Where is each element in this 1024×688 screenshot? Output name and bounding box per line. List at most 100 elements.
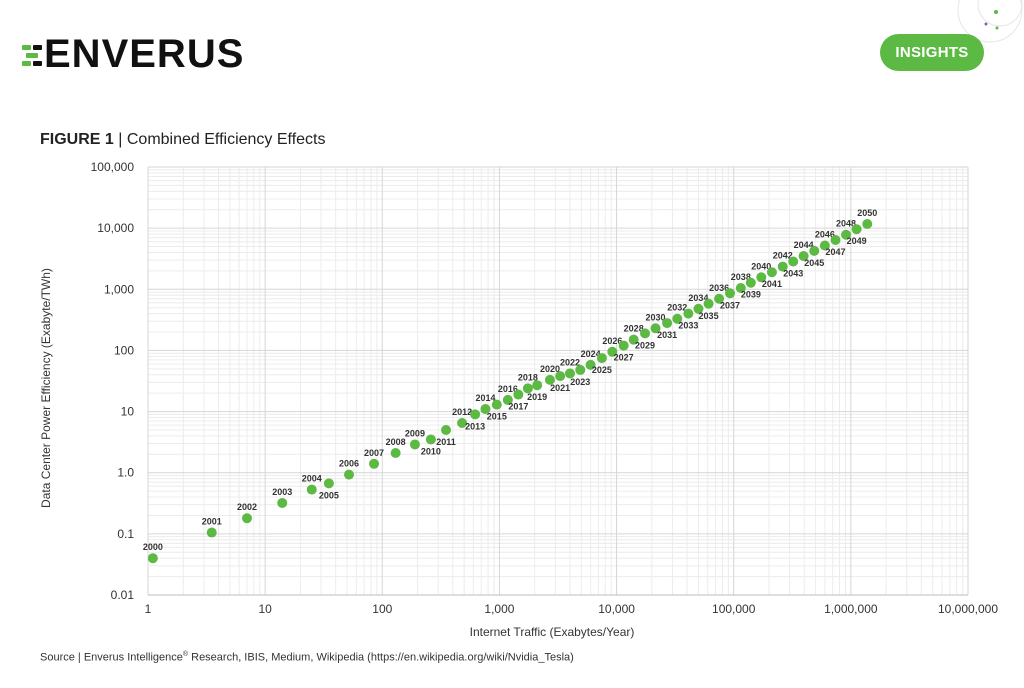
data-point — [544, 374, 555, 385]
data-point — [564, 368, 575, 379]
figure-separator: | — [118, 131, 123, 148]
data-point — [745, 277, 756, 288]
data-point — [766, 267, 777, 278]
point-year-label: 2037 — [720, 300, 740, 310]
x-tick-label: 100 — [372, 602, 392, 616]
source-note: Source | Enverus Intelligence® Research,… — [40, 651, 574, 664]
data-point — [369, 458, 380, 469]
data-point — [693, 303, 704, 314]
point-year-label: 2031 — [657, 330, 677, 340]
data-point — [585, 359, 596, 370]
point-year-label: 2027 — [614, 353, 634, 363]
point-year-label: 2033 — [678, 321, 698, 331]
data-point — [323, 478, 334, 489]
point-year-label: 2004 — [302, 474, 322, 484]
point-year-label: 2034 — [688, 293, 708, 303]
point-year-label: 2029 — [635, 340, 655, 350]
data-point — [819, 240, 830, 251]
data-points: 2000 2001 2002 2003 2004 2005 2006 200720082009… — [143, 208, 877, 564]
figure-label: FIGURE 1 — [40, 131, 114, 148]
data-point — [830, 234, 841, 245]
data-point — [147, 553, 158, 564]
data-point — [241, 513, 252, 524]
data-point — [555, 371, 566, 382]
point-year-label: 2045 — [804, 258, 824, 268]
point-year-label: 2042 — [773, 251, 793, 261]
data-point — [628, 334, 639, 345]
data-point — [425, 434, 436, 445]
point-year-label: 2014 — [475, 393, 495, 403]
point-year-label: 2036 — [709, 283, 729, 293]
enverus-logo: ENVERUS — [22, 34, 244, 74]
point-year-label: 2032 — [667, 303, 687, 313]
data-point — [513, 389, 524, 400]
point-year-label: 2008 — [386, 437, 406, 447]
data-point — [409, 439, 420, 450]
x-axis-ticks: 1 10 100 1,000 10,000 100,000 1,000,000 10,000,… — [145, 602, 999, 616]
point-year-label: 2028 — [624, 324, 644, 334]
point-year-label: 2044 — [794, 240, 814, 250]
x-tick-label: 10,000,000 — [938, 602, 998, 616]
data-point — [457, 418, 468, 429]
logo-text: ENVERUS — [44, 32, 245, 76]
point-year-label: 2050 — [857, 208, 877, 218]
x-tick-label: 1,000 — [484, 602, 514, 616]
data-point — [596, 353, 607, 364]
point-year-label: 2026 — [602, 336, 622, 346]
x-tick-label: 10 — [258, 602, 272, 616]
data-point — [306, 484, 317, 495]
data-point — [662, 318, 673, 329]
point-year-label: 2024 — [581, 349, 601, 359]
data-point — [650, 323, 661, 334]
point-year-label: 2043 — [783, 268, 803, 278]
chart-grid — [147, 166, 969, 596]
y-axis-label: Data Center Power Efficiency (Exabyte/TW… — [39, 268, 53, 508]
source-prefix: Source | Enverus Intelligence — [40, 651, 183, 664]
point-year-label: 2005 — [319, 490, 339, 500]
data-point — [480, 404, 491, 415]
y-tick-label: 0.1 — [117, 527, 134, 541]
point-year-label: 2000 — [143, 542, 163, 552]
point-year-label: 2001 — [202, 517, 222, 527]
point-year-label: 2038 — [731, 272, 751, 282]
point-year-label: 2006 — [339, 459, 359, 469]
point-year-label: 2009 — [405, 428, 425, 438]
data-point — [683, 308, 694, 319]
data-point — [788, 256, 799, 267]
y-tick-label: 0.01 — [111, 588, 135, 602]
point-year-label: 2011 — [436, 437, 456, 447]
data-point — [522, 383, 533, 394]
y-tick-label: 1.0 — [117, 466, 134, 480]
registered-mark: ® — [182, 651, 189, 658]
point-year-label: 2015 — [487, 412, 507, 422]
figure-title-text: Combined Efficiency Effects — [126, 131, 326, 148]
data-point — [277, 497, 288, 508]
point-year-label: 2016 — [498, 384, 518, 394]
x-tick-label: 100,000 — [712, 602, 756, 616]
point-year-label: 2041 — [762, 279, 782, 289]
data-point — [714, 293, 725, 304]
y-axis-ticks: 0.01 0.1 1.0 10 100 1,000 10,000 100,000 — [91, 160, 135, 602]
point-year-label: 2002 — [237, 502, 257, 512]
y-tick-label: 100 — [114, 343, 134, 357]
data-point — [841, 229, 852, 240]
point-year-label: 2010 — [421, 446, 441, 456]
logo-mark-icon — [22, 37, 42, 71]
point-year-label: 2030 — [645, 312, 665, 322]
point-year-label: 2022 — [560, 357, 580, 367]
point-year-label: 2019 — [527, 392, 547, 402]
insights-button[interactable]: INSIGHTS — [880, 34, 984, 71]
figure-title: FIGURE 1 | Combined Efficiency Effects — [40, 131, 325, 149]
point-year-label: 2012 — [452, 407, 472, 417]
source-suffix: Research, IBIS, Medium, Wikipedia (https… — [188, 651, 574, 664]
point-year-label: 2039 — [741, 290, 761, 300]
point-year-label: 2048 — [836, 219, 856, 229]
data-point — [470, 409, 481, 420]
point-year-label: 2020 — [540, 364, 560, 374]
data-point — [735, 282, 746, 293]
data-point — [777, 261, 788, 272]
point-year-label: 2046 — [815, 230, 835, 240]
y-tick-label: 10,000 — [97, 221, 134, 235]
point-year-label: 2021 — [550, 383, 570, 393]
